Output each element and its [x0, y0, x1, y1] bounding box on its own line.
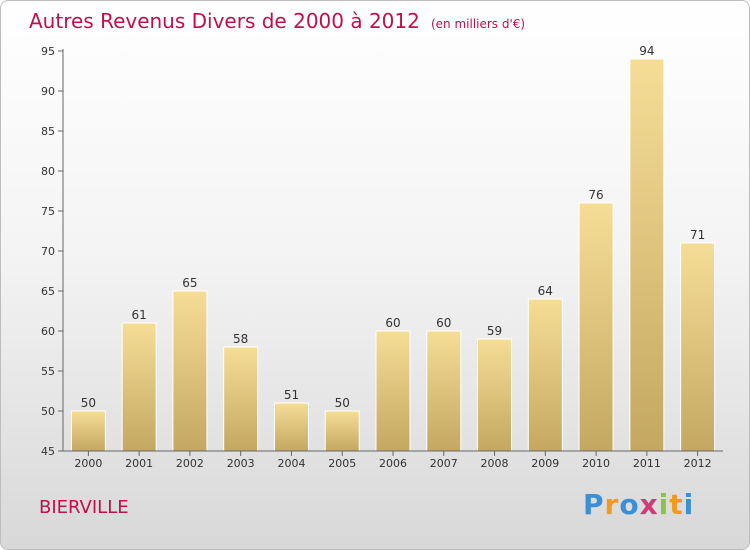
bars-group: 50 61 65 58 51 50 60 60 59 64 76 94 71 — [70, 44, 716, 452]
x-tick-label-2009: 2009 — [531, 457, 559, 470]
data-label-2012: 71 — [690, 228, 705, 242]
data-label-2005: 50 — [335, 396, 350, 410]
bar-2010 — [578, 202, 614, 452]
y-tick-label-75: 75 — [41, 205, 55, 218]
logo-letter: t — [669, 488, 684, 521]
logo-letter: P — [583, 488, 605, 521]
data-label-2009: 64 — [538, 284, 553, 298]
logo-letter: x — [639, 488, 659, 521]
bar-2007 — [426, 330, 462, 452]
bar-2002 — [172, 290, 208, 452]
bar-2003 — [223, 346, 259, 452]
data-label-2010: 76 — [588, 188, 603, 202]
x-tick-label-2006: 2006 — [379, 457, 407, 470]
commune-name: BIERVILLE — [39, 497, 129, 518]
data-label-2004: 51 — [284, 388, 299, 402]
x-tick-label-2004: 2004 — [277, 457, 305, 470]
data-label-2003: 58 — [233, 332, 248, 346]
y-tick-label-45: 45 — [41, 445, 55, 458]
y-tick-label-85: 85 — [41, 125, 55, 138]
logo-letter: o — [619, 488, 640, 521]
bar-2011 — [629, 58, 665, 452]
y-tick-label-80: 80 — [41, 165, 55, 178]
proxiti-logo: Proxiti — [583, 488, 694, 521]
bar-2009 — [527, 298, 563, 452]
logo-letter: i — [683, 488, 695, 521]
y-tick-label-50: 50 — [41, 405, 55, 418]
y-tick-label-70: 70 — [41, 245, 55, 258]
data-label-2002: 65 — [182, 276, 197, 290]
x-tick-label-2012: 2012 — [684, 457, 712, 470]
data-label-2001: 61 — [132, 308, 147, 322]
x-tick-label-2005: 2005 — [328, 457, 356, 470]
bar-2000 — [70, 410, 106, 452]
bar-2004 — [273, 402, 309, 452]
bar-2005 — [324, 410, 360, 452]
data-label-2006: 60 — [385, 316, 400, 330]
logo-letter: r — [604, 488, 620, 521]
x-tick-label-2002: 2002 — [176, 457, 204, 470]
bar-2012 — [680, 242, 716, 452]
bar-2001 — [121, 322, 157, 452]
logo-letter: i — [658, 488, 670, 521]
x-tick-label-2001: 2001 — [125, 457, 153, 470]
data-label-2000: 50 — [81, 396, 96, 410]
chart-title-unit: (en milliers d'€) — [430, 17, 526, 31]
y-tick-label-60: 60 — [41, 325, 55, 338]
data-label-2011: 94 — [639, 44, 654, 58]
y-tick-label-65: 65 — [41, 285, 55, 298]
bar-2006 — [375, 330, 411, 452]
y-tick-label-55: 55 — [41, 365, 55, 378]
data-label-2008: 59 — [487, 324, 502, 338]
x-tick-label-2008: 2008 — [481, 457, 509, 470]
chart-title-main: Autres Revenus Divers de 2000 à 2012 — [29, 9, 420, 33]
x-tick-label-2011: 2011 — [633, 457, 661, 470]
bar-2008 — [477, 338, 513, 452]
x-tick-label-2007: 2007 — [430, 457, 458, 470]
y-tick-label-90: 90 — [41, 85, 55, 98]
chart-title: Autres Revenus Divers de 2000 à 2012 (en… — [29, 9, 525, 33]
axes-group: 2000 2001 2002 2003 2004 2005 2006 2007 2008 2009… — [41, 45, 723, 470]
x-tick-label-2003: 2003 — [227, 457, 255, 470]
x-tick-label-2010: 2010 — [582, 457, 610, 470]
x-tick-label-2000: 2000 — [74, 457, 102, 470]
y-tick-label-95: 95 — [41, 45, 55, 58]
data-label-2007: 60 — [436, 316, 451, 330]
